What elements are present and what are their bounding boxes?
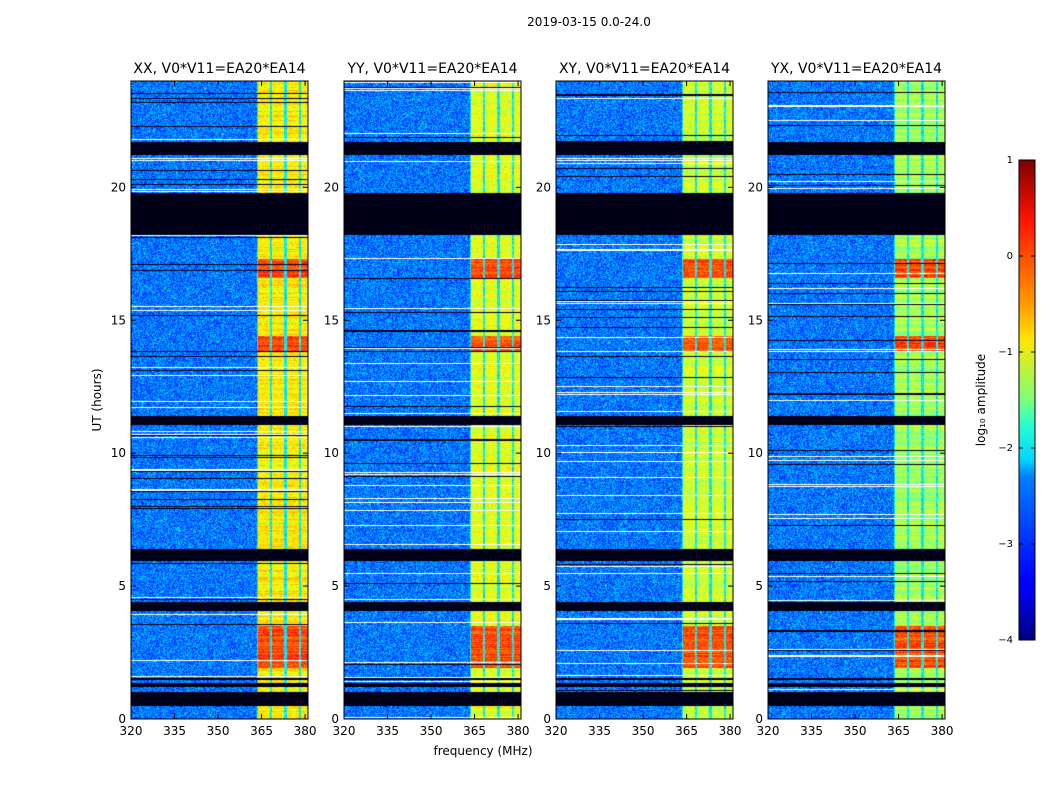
x-tick-label: 380: [719, 724, 742, 738]
colorbar-gradient: [1018, 159, 1036, 641]
x-tick-label: 350: [420, 724, 443, 738]
heatmap-image: [131, 81, 308, 719]
heatmap-panels: XX, V0*V11=EA20*EA14 320 335 350 365 380 0 5 10 1…: [111, 61, 954, 738]
plot-frame: [555, 80, 734, 720]
heatmap-canvas: [556, 81, 733, 719]
heatmap-canvas: [344, 81, 521, 719]
y-tick-label: 10: [111, 446, 126, 460]
x-tick-label: 320: [333, 724, 356, 738]
y-tick-label: 15: [324, 313, 339, 327]
y-tick-label: 0: [118, 712, 126, 726]
colorbar-label: log₁₀ amplitude: [974, 354, 988, 446]
x-tick-label: 365: [250, 724, 273, 738]
y-tick-label: 5: [543, 579, 551, 593]
y-tick-label: 15: [536, 313, 551, 327]
colorbar-tick-label: −2: [998, 443, 1013, 454]
y-tick-label: 10: [324, 446, 339, 460]
x-tick-label: 380: [931, 724, 954, 738]
panel-title: YY, V0*V11=EA20*EA14: [346, 61, 517, 77]
y-tick-label: 0: [331, 712, 339, 726]
y-tick-label: 15: [111, 313, 126, 327]
plot-frame: [130, 80, 309, 720]
x-tick-label: 320: [757, 724, 780, 738]
panel-yy: YY, V0*V11=EA20*EA14 320 335 350 365 380 0 5 10 1…: [324, 61, 530, 738]
heatmap-image: [556, 81, 733, 719]
panel-title: XX, V0*V11=EA20*EA14: [133, 61, 305, 77]
heatmap-image: [344, 81, 521, 719]
x-tick-label: 365: [675, 724, 698, 738]
y-tick-label: 5: [755, 579, 763, 593]
colorbar-ticks: −4 −3 −2 −1 0 1: [998, 155, 1035, 646]
x-tick-label: 335: [800, 724, 823, 738]
y-tick-label: 20: [111, 180, 126, 194]
heatmap-image: [768, 81, 945, 719]
heatmap-canvas: [131, 81, 308, 719]
x-tick-label: 320: [545, 724, 568, 738]
y-tick-label: 10: [536, 446, 551, 460]
x-tick-label: 335: [163, 724, 186, 738]
panel-title: YX, V0*V11=EA20*EA14: [770, 61, 942, 77]
colorbar-tick-label: −1: [998, 347, 1013, 358]
x-tick-label: 350: [632, 724, 655, 738]
colorbar-tick-label: −4: [998, 635, 1013, 646]
x-tick-label: 335: [588, 724, 611, 738]
y-tick-label: 5: [331, 579, 339, 593]
axis-labels: frequency (MHz) UT (hours): [90, 368, 533, 758]
y-tick-label: 20: [536, 180, 551, 194]
panel-xy: XY, V0*V11=EA20*EA14 320 335 350 365 380 0 5 10 1…: [536, 61, 742, 738]
panel-title: XY, V0*V11=EA20*EA14: [559, 61, 730, 77]
plot-frame: [767, 80, 946, 720]
y-tick-label: 5: [118, 579, 126, 593]
x-tick-label: 350: [844, 724, 867, 738]
figure-title: 2019-03-15 0.0-24.0: [527, 15, 651, 29]
colorbar-tick-label: 1: [1007, 155, 1013, 166]
y-tick-label: 20: [324, 180, 339, 194]
x-tick-label: 365: [887, 724, 910, 738]
x-tick-label: 365: [463, 724, 486, 738]
y-tick-label: 20: [748, 180, 763, 194]
plot-frame: [343, 80, 522, 720]
panel-yx: YX, V0*V11=EA20*EA14 320 335 350 365 380 0 5 10 1…: [748, 61, 954, 738]
panel-xx: XX, V0*V11=EA20*EA14 320 335 350 365 380 0 5 10 1…: [111, 61, 317, 738]
y-tick-label: 10: [748, 446, 763, 460]
x-tick-label: 380: [507, 724, 530, 738]
x-tick-label: 335: [376, 724, 399, 738]
x-tick-label: 320: [120, 724, 143, 738]
colorbar-tick-label: −3: [998, 539, 1013, 550]
y-tick-label: 0: [755, 712, 763, 726]
x-tick-label: 350: [207, 724, 230, 738]
colorbar-tick-label: 0: [1007, 251, 1013, 262]
heatmap-canvas: [768, 81, 945, 719]
y-tick-label: 15: [748, 313, 763, 327]
x-tick-label: 380: [294, 724, 317, 738]
x-axis-label: frequency (MHz): [433, 744, 532, 758]
y-axis-label: UT (hours): [90, 368, 104, 431]
y-tick-label: 0: [543, 712, 551, 726]
colorbar: −4 −3 −2 −1 0 1 log₁₀ amplitude: [974, 155, 1036, 646]
